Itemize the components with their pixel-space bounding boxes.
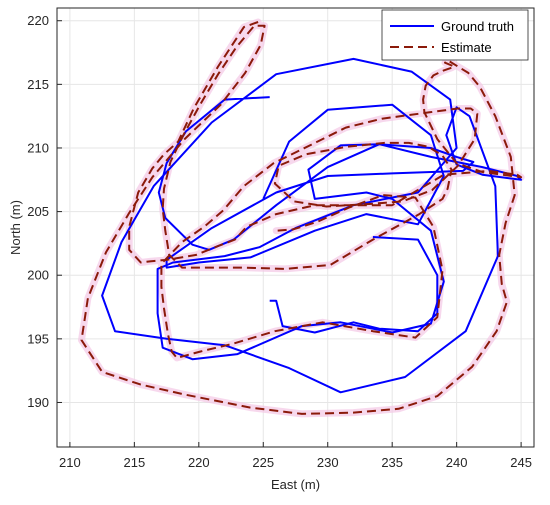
x-axis-label: East (m) [271,477,320,492]
y-tick-label: 210 [27,140,49,155]
x-tick-label: 235 [381,455,403,470]
y-tick-label: 190 [27,395,49,410]
axes-box [56,7,535,448]
series-line-estimate [80,21,523,415]
legend-label-ground-truth: Ground truth [441,19,514,34]
x-tick-label: 245 [510,455,532,470]
series-line-ground-truth-segment [269,236,439,334]
legend-label-estimate: Estimate [441,40,492,55]
x-tick-label: 225 [252,455,274,470]
y-tick-label: 205 [27,204,49,219]
y-tick-label: 215 [27,77,49,92]
x-tick-label: 230 [317,455,339,470]
x-tick-label: 210 [59,455,81,470]
y-tick-label: 200 [27,268,49,283]
y-tick-label: 195 [27,331,49,346]
tick-marks [57,20,522,447]
tick-labels: 210 215 220 225 230 235 240 245 190 195 200 205 210 2… [27,13,532,470]
x-tick-label: 240 [446,455,468,470]
y-axis-label: North (m) [8,200,23,255]
x-tick-label: 215 [123,455,145,470]
legend-box [381,9,529,61]
series-layer [78,18,525,418]
legend: Ground truth Estimate [381,9,529,61]
x-tick-label: 220 [188,455,210,470]
y-tick-label: 220 [27,13,49,28]
